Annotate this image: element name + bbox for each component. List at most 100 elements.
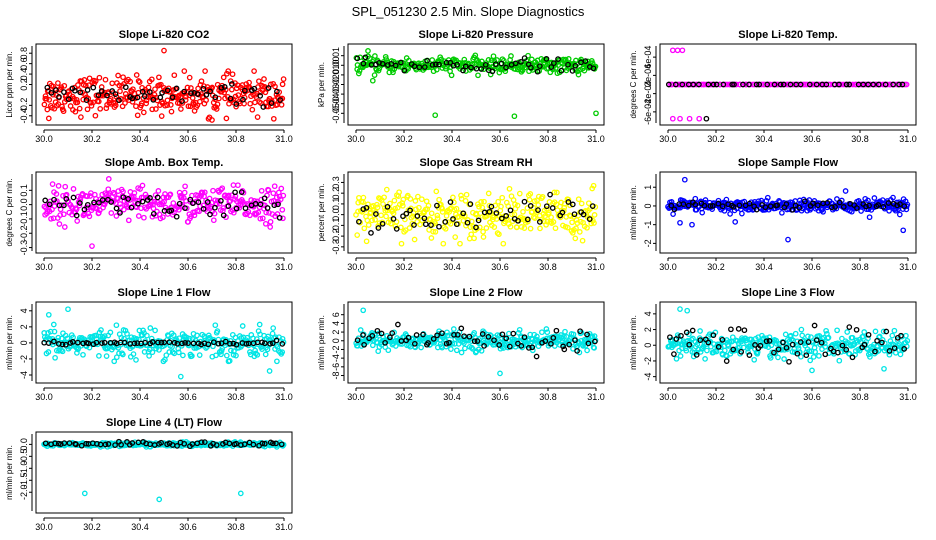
data-point bbox=[361, 341, 367, 348]
data-point bbox=[462, 345, 468, 352]
x-tick-label: 30.8 bbox=[539, 392, 557, 402]
data-point bbox=[361, 225, 368, 232]
data-point bbox=[836, 357, 843, 364]
data-point bbox=[357, 327, 364, 333]
data-point bbox=[730, 204, 737, 210]
y-tick-label: -0.2 bbox=[19, 98, 29, 114]
data-point bbox=[814, 202, 821, 209]
data-point bbox=[511, 113, 518, 120]
x-tick-label: 30.2 bbox=[707, 392, 725, 402]
data-point bbox=[803, 349, 810, 356]
data-point bbox=[823, 81, 830, 88]
data-point bbox=[478, 199, 484, 205]
data-point bbox=[428, 222, 434, 228]
data-point bbox=[181, 189, 188, 196]
data-point bbox=[392, 343, 399, 349]
data-point bbox=[904, 337, 911, 344]
data-point bbox=[149, 339, 156, 345]
data-point bbox=[549, 205, 556, 211]
data-point bbox=[547, 191, 553, 198]
data-point bbox=[680, 201, 687, 207]
data-point bbox=[141, 214, 147, 221]
data-point bbox=[525, 345, 532, 351]
data-point bbox=[266, 210, 272, 216]
chart-panel: Slope Line 1 Flow 30.0 30.2 30.4 30.6 30.8 31.… bbox=[5, 287, 293, 402]
y-tick-label: 6 bbox=[331, 312, 341, 317]
data-point bbox=[414, 213, 421, 219]
data-point bbox=[485, 333, 492, 340]
data-point bbox=[461, 333, 467, 340]
data-point bbox=[233, 352, 239, 359]
data-point bbox=[589, 185, 596, 192]
data-point bbox=[794, 350, 801, 357]
data-point bbox=[881, 365, 887, 372]
data-point bbox=[227, 95, 234, 102]
x-tick-label: 30.2 bbox=[395, 392, 413, 402]
data-point bbox=[219, 345, 226, 352]
data-point bbox=[86, 82, 92, 89]
data-point bbox=[570, 331, 577, 338]
data-point bbox=[272, 334, 279, 341]
data-point bbox=[164, 87, 171, 94]
data-point bbox=[393, 226, 400, 232]
x-tick-label: 30.0 bbox=[659, 392, 677, 402]
data-point bbox=[182, 339, 188, 346]
data-point bbox=[276, 214, 283, 221]
data-point bbox=[73, 212, 80, 219]
data-point bbox=[360, 332, 366, 338]
data-point bbox=[542, 338, 549, 344]
data-point bbox=[468, 231, 475, 238]
data-point bbox=[198, 439, 205, 446]
data-point bbox=[891, 345, 898, 352]
data-point bbox=[120, 206, 127, 213]
y-axis-label: percent per min. bbox=[317, 184, 326, 242]
data-point bbox=[669, 47, 676, 54]
data-point bbox=[669, 115, 676, 122]
plot-frame bbox=[659, 301, 917, 384]
data-point bbox=[277, 97, 283, 103]
data-point bbox=[168, 108, 175, 115]
data-point bbox=[578, 200, 585, 207]
data-point bbox=[212, 204, 218, 211]
data-point bbox=[252, 99, 258, 106]
data-point bbox=[411, 236, 418, 243]
data-point bbox=[280, 215, 286, 222]
data-point bbox=[872, 328, 879, 335]
data-point bbox=[150, 205, 157, 212]
data-point bbox=[674, 47, 681, 54]
data-point bbox=[468, 338, 475, 344]
data-point bbox=[176, 200, 183, 207]
data-point bbox=[149, 349, 156, 356]
data-point bbox=[890, 194, 896, 201]
data-point bbox=[51, 328, 58, 335]
data-point bbox=[423, 198, 430, 205]
chart-panel: Slope Li-820 Pressure 30.0 30.2 30.4 30.6 30.… bbox=[317, 29, 605, 144]
data-point bbox=[566, 341, 573, 348]
data-point bbox=[113, 213, 120, 219]
data-point bbox=[686, 341, 693, 348]
data-point bbox=[103, 353, 110, 359]
data-point bbox=[42, 440, 49, 447]
y-axis-label: ml/min per min. bbox=[317, 315, 326, 370]
data-point bbox=[229, 192, 235, 199]
y-tick-label: 0 bbox=[643, 203, 653, 208]
data-point bbox=[45, 115, 52, 122]
data-point bbox=[111, 358, 118, 365]
data-point bbox=[460, 67, 466, 74]
data-point bbox=[753, 206, 760, 213]
data-point bbox=[151, 198, 158, 205]
data-point bbox=[832, 204, 838, 210]
y-tick-label: 0.1 bbox=[19, 184, 29, 197]
data-point bbox=[679, 47, 686, 54]
x-tick-label: 30.4 bbox=[131, 262, 149, 272]
data-point bbox=[836, 81, 842, 88]
data-point bbox=[44, 106, 51, 113]
data-point bbox=[194, 91, 201, 97]
x-tick-label: 30.4 bbox=[443, 134, 461, 144]
data-point bbox=[560, 343, 566, 350]
y-tick-label: -0.1 bbox=[19, 211, 29, 227]
data-point bbox=[803, 352, 810, 359]
y-tick-label: -2 bbox=[331, 345, 341, 353]
data-point bbox=[450, 194, 456, 201]
y-axis-label: degrees C per min. bbox=[629, 50, 638, 118]
